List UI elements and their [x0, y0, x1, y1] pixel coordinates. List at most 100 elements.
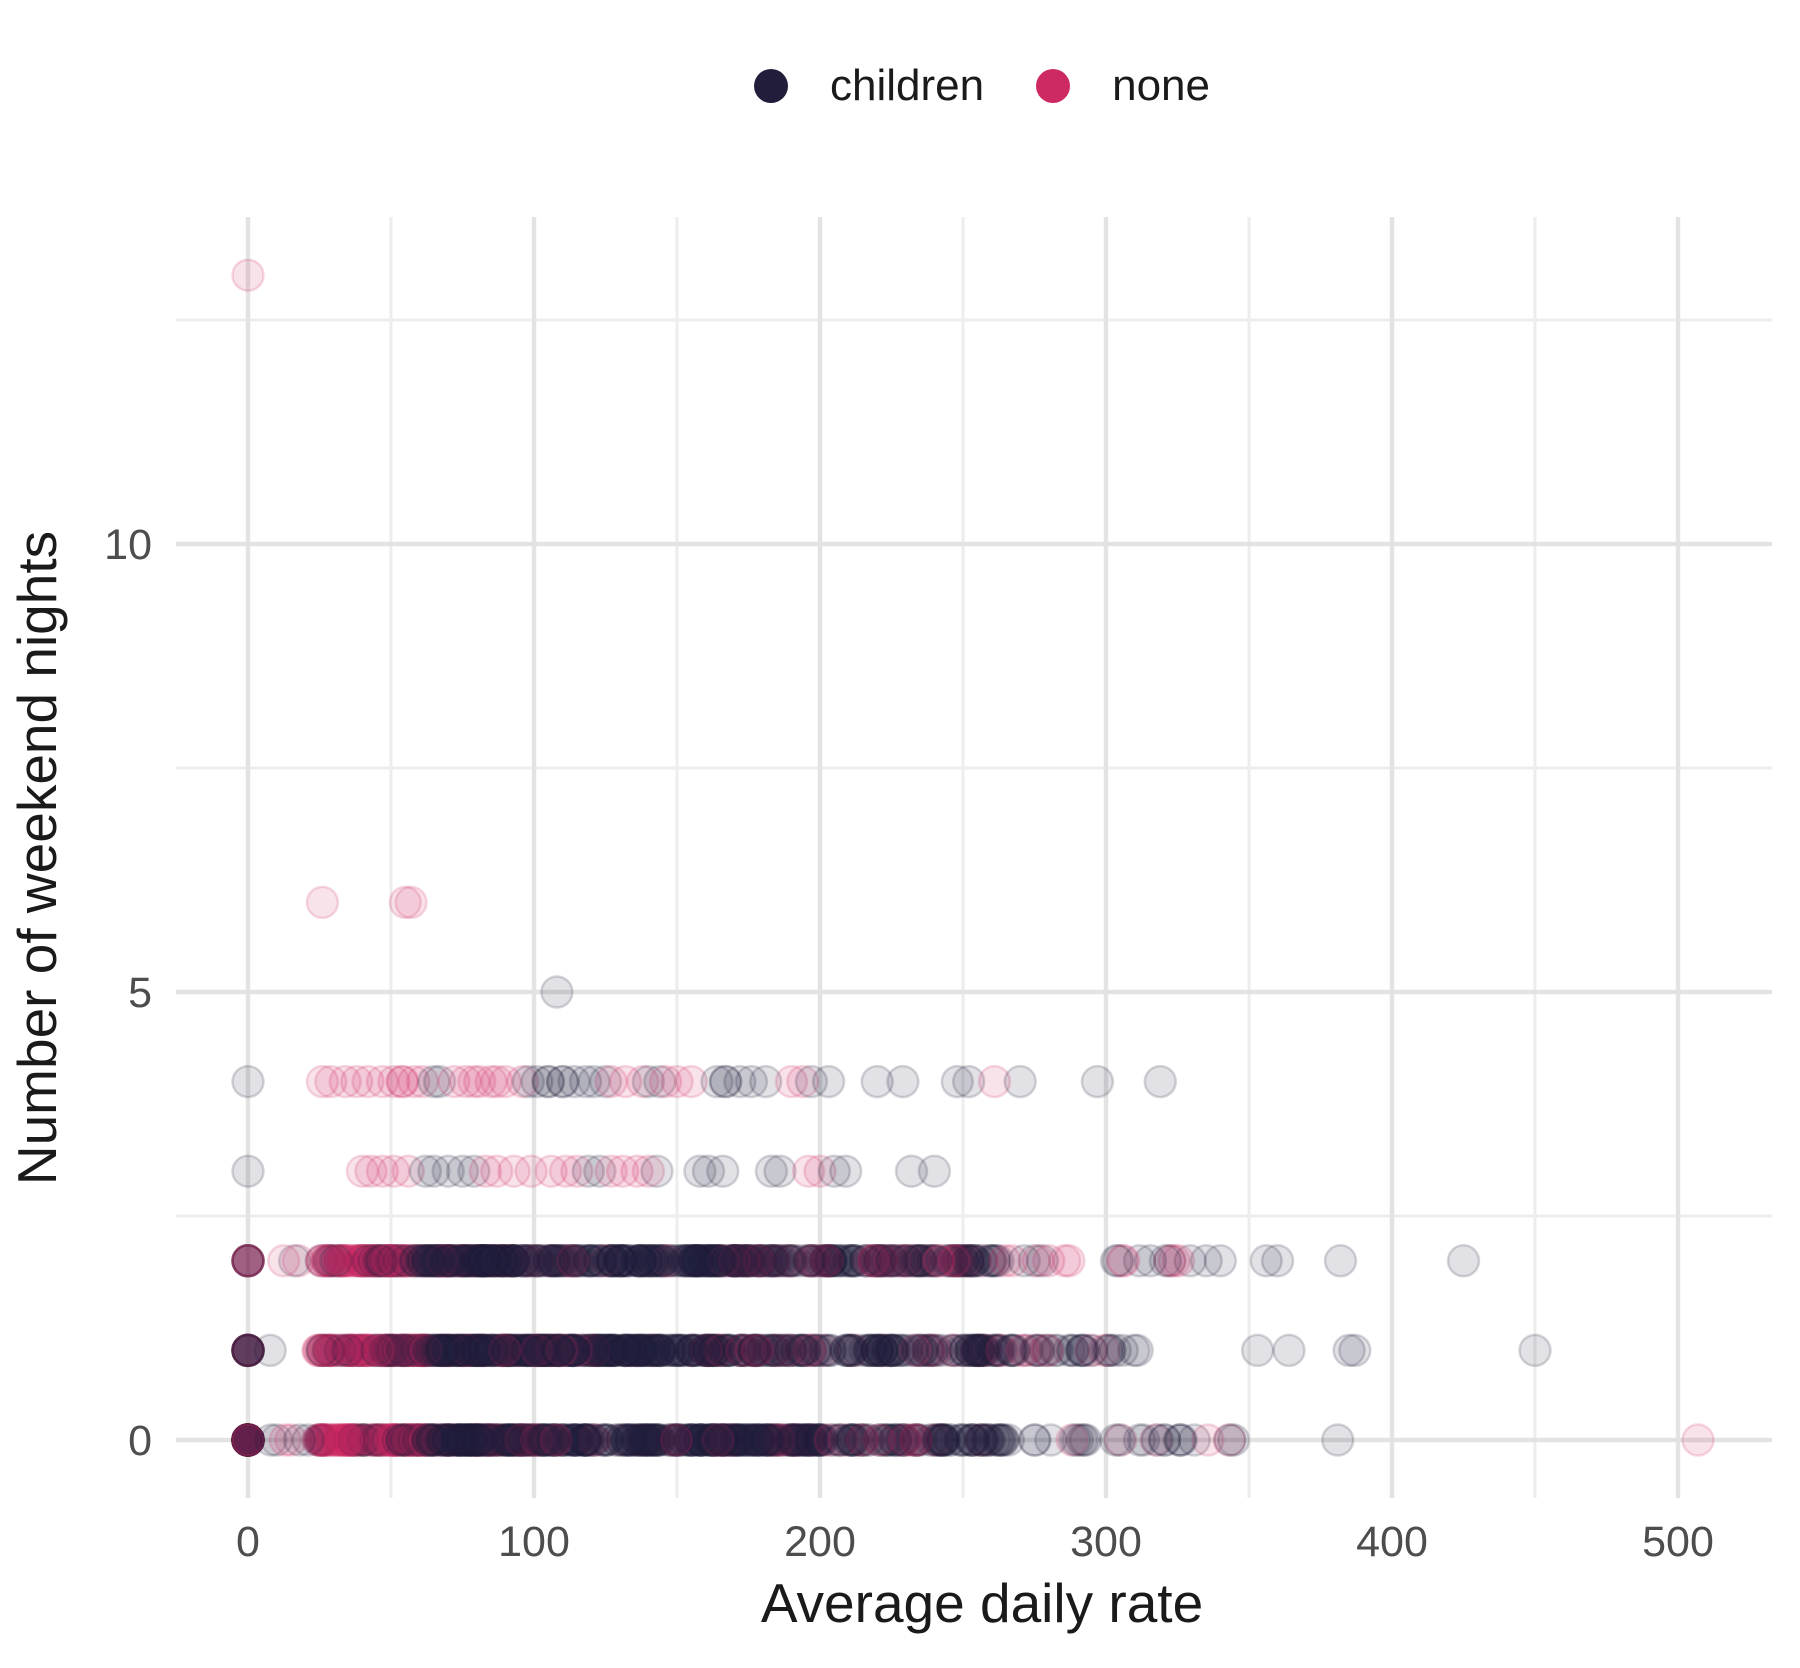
data-point: [497, 1423, 531, 1457]
data-point: [363, 1244, 398, 1278]
data-point: [511, 1244, 545, 1278]
data-point: [385, 1333, 420, 1368]
data-point: [1164, 1423, 1198, 1457]
data-point: [748, 1064, 783, 1099]
data-point: [554, 1244, 588, 1278]
data-point: [947, 1333, 982, 1368]
data-point: [592, 1333, 626, 1368]
data-point: [764, 1423, 798, 1457]
data-point: [461, 1423, 495, 1457]
data-point: [532, 1244, 566, 1278]
data-point: [700, 1244, 735, 1278]
data-point: [395, 1423, 430, 1457]
data-point: [736, 1333, 771, 1368]
data-point: [310, 1333, 345, 1368]
data-point: [1446, 1244, 1481, 1278]
data-point: [789, 1423, 823, 1457]
data-point: [670, 1244, 705, 1278]
data-point: [519, 1423, 553, 1457]
data-point: [340, 1333, 375, 1368]
data-point: [350, 1333, 384, 1368]
data-point: [997, 1333, 1031, 1368]
data-point: [717, 1244, 751, 1278]
data-point: [687, 1333, 722, 1368]
data-point: [363, 1333, 397, 1368]
data-point: [480, 1423, 515, 1457]
data-point: [231, 1333, 265, 1368]
data-point: [933, 1244, 968, 1278]
data-point: [603, 1244, 637, 1278]
data-point: [492, 1244, 527, 1278]
data-point: [753, 1333, 788, 1368]
data-point: [491, 1423, 525, 1457]
data-point: [620, 1154, 654, 1188]
data-point: [424, 1333, 458, 1368]
data-point: [802, 1423, 836, 1457]
data-point: [594, 1244, 629, 1278]
data-point: [713, 1423, 748, 1457]
data-point: [231, 1423, 265, 1457]
data-point: [835, 1423, 869, 1457]
data-point: [760, 1244, 795, 1278]
data-point: [310, 1244, 344, 1278]
data-point: [899, 1423, 933, 1457]
data-point: [841, 1333, 876, 1368]
data-point: [478, 1423, 513, 1457]
data-point: [720, 1423, 754, 1457]
data-point: [799, 1333, 833, 1368]
data-point: [882, 1244, 917, 1278]
data-point: [452, 1423, 487, 1457]
data-point: [540, 975, 574, 1009]
data-point: [520, 1333, 554, 1368]
data-point: [878, 1423, 913, 1457]
data-point: [774, 1423, 808, 1457]
data-point: [488, 1064, 523, 1099]
data-point: [442, 1423, 476, 1457]
data-point: [1064, 1333, 1099, 1368]
data-point: [342, 1244, 376, 1278]
tick-label: 100: [498, 1518, 570, 1566]
data-point: [956, 1423, 991, 1457]
data-point: [850, 1423, 885, 1457]
data-point: [942, 1244, 976, 1278]
data-point: [319, 1423, 353, 1457]
data-point: [454, 1244, 488, 1278]
data-point: [729, 1423, 763, 1457]
data-point: [490, 1333, 524, 1368]
data-point: [231, 1244, 265, 1278]
data-point: [385, 1423, 420, 1457]
data-point: [455, 1423, 489, 1457]
data-point: [231, 1244, 265, 1278]
data-point: [391, 1423, 426, 1457]
legend-item-children[interactable]: children: [754, 64, 984, 108]
data-point: [472, 1423, 506, 1457]
data-point: [589, 1244, 623, 1278]
data-point: [677, 1244, 712, 1278]
data-point: [905, 1333, 939, 1368]
data-point: [480, 1154, 514, 1188]
data-point: [524, 1423, 559, 1457]
data-point: [703, 1244, 737, 1278]
data-point: [594, 1064, 628, 1099]
data-point: [889, 1333, 924, 1368]
data-point: [922, 1244, 957, 1278]
data-point: [535, 1244, 569, 1278]
data-point: [905, 1244, 939, 1278]
data-point: [502, 1423, 536, 1457]
data-point: [331, 1333, 365, 1368]
data-point: [978, 1333, 1012, 1368]
data-point: [433, 1423, 467, 1457]
data-point: [557, 1333, 591, 1368]
data-point: [395, 1244, 429, 1278]
data-point: [601, 1333, 635, 1368]
data-point: [499, 1333, 534, 1368]
data-point: [231, 1423, 265, 1457]
legend-item-none[interactable]: none: [1036, 64, 1210, 108]
data-point: [593, 1333, 627, 1368]
data-point: [767, 1423, 801, 1457]
data-point: [516, 1333, 551, 1368]
data-point: [371, 1244, 405, 1278]
data-point: [608, 1064, 643, 1099]
data-point: [578, 1333, 612, 1368]
data-point: [629, 1244, 663, 1278]
